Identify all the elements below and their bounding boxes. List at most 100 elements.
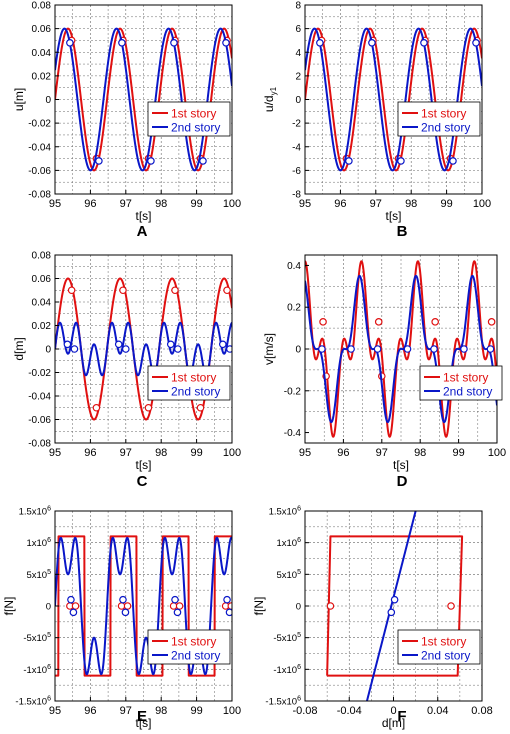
series-marker-2 bbox=[199, 157, 207, 165]
y-tick-label: -2 bbox=[292, 119, 301, 130]
y-tick-mantissa: 1x10 bbox=[276, 538, 297, 549]
y-tick-exponent: 6 bbox=[297, 664, 301, 671]
y-tick-mantissa: -1x10 bbox=[23, 665, 47, 676]
series-marker-2 bbox=[225, 608, 232, 617]
y-tick-exponent: 5 bbox=[47, 569, 51, 576]
series-marker-1 bbox=[227, 602, 232, 610]
panel-a: 95 96 97 98 99 100 -0.08 -0.06 -0.04 -0.02 0 0.02 0.… bbox=[12, 1, 241, 241]
x-tick-label: 96 bbox=[84, 198, 96, 210]
x-tick-label: 96 bbox=[84, 447, 96, 459]
legend-entry-2: 2nd story bbox=[171, 649, 220, 663]
x-tick-label: 96 bbox=[84, 705, 96, 717]
series-marker-2 bbox=[449, 157, 457, 165]
y-tick-label: -6 bbox=[292, 166, 301, 177]
y-tick-exponent: 6 bbox=[297, 537, 301, 544]
series-marker-1 bbox=[123, 602, 132, 610]
plot-area bbox=[55, 535, 232, 677]
panel-label: C bbox=[137, 473, 148, 490]
x-axis-label: d[m] bbox=[382, 716, 405, 730]
series-marker-1 bbox=[374, 318, 383, 326]
y-tick-label: 0.2 bbox=[287, 303, 301, 314]
series-marker-2 bbox=[218, 340, 227, 349]
x-tick-label: 95 bbox=[49, 705, 61, 717]
x-tick-label: 97 bbox=[376, 447, 388, 459]
y-tick-label: 5x105 bbox=[276, 569, 301, 581]
x-tick-label: 98 bbox=[155, 705, 167, 717]
x-tick-label: 0.04 bbox=[427, 705, 448, 717]
y-tick-label: 0.02 bbox=[32, 71, 52, 82]
series-marker-2 bbox=[121, 608, 130, 617]
y-tick-label: -0.06 bbox=[28, 166, 51, 177]
y-tick-exponent: 5 bbox=[297, 632, 301, 639]
y-tick-label: -1x106 bbox=[273, 664, 301, 676]
y-tick-label: 0.04 bbox=[32, 298, 52, 309]
y-tick-label: -0.02 bbox=[28, 119, 51, 130]
y-tick-label: 1.5x106 bbox=[19, 506, 52, 518]
series-marker-2 bbox=[420, 38, 428, 47]
y-tick-label: -1.5x106 bbox=[265, 696, 301, 708]
x-tick-label: 96 bbox=[334, 198, 346, 210]
legend-entry-2: 2nd story bbox=[421, 121, 470, 135]
series-marker-2 bbox=[430, 345, 438, 353]
y-tick-label: 0.02 bbox=[32, 321, 52, 332]
y-axis-label-main: u[m] bbox=[12, 88, 26, 111]
legend-box bbox=[397, 629, 481, 665]
y-axis-label-main: d[m] bbox=[12, 337, 26, 360]
y-tick-mantissa: -5x10 bbox=[23, 633, 47, 644]
series-marker-2 bbox=[118, 38, 126, 47]
legend-entry-2: 2nd story bbox=[443, 385, 492, 399]
y-tick-label: -8 bbox=[292, 190, 301, 201]
y-tick-label: 0.08 bbox=[32, 1, 52, 12]
y-tick-label: -4 bbox=[292, 142, 301, 153]
y-tick-label: 4 bbox=[295, 48, 301, 59]
legend-entry-2: 2nd story bbox=[171, 385, 220, 399]
legend-entry-1: 1st story bbox=[421, 107, 466, 121]
y-tick-label: 0.06 bbox=[32, 24, 52, 35]
x-tick-label: 98 bbox=[155, 447, 167, 459]
panel-label: A bbox=[137, 223, 148, 240]
series-marker-2 bbox=[114, 340, 123, 349]
y-tick-label: 0 bbox=[296, 602, 301, 613]
series-marker-2 bbox=[67, 595, 75, 604]
grid bbox=[305, 5, 482, 194]
x-tick-label: 98 bbox=[414, 447, 426, 459]
legend-box bbox=[397, 101, 481, 137]
y-axis-label-sub: y1 bbox=[269, 86, 278, 95]
y-tick-label: 1x106 bbox=[276, 537, 301, 549]
y-tick-mantissa: -1.5x10 bbox=[265, 697, 297, 708]
series-marker-2 bbox=[122, 345, 130, 353]
y-tick-label: -0.2 bbox=[284, 386, 302, 397]
x-tick-label: 95 bbox=[299, 198, 311, 210]
x-tick-label: 97 bbox=[120, 447, 132, 459]
y-tick-label: -0.04 bbox=[28, 392, 51, 403]
y-tick-mantissa: 5x10 bbox=[276, 570, 297, 581]
series-marker-1 bbox=[447, 602, 455, 610]
panel-e: 95 96 97 98 99 100-1.5x106-1x106-5x10505x1051… bbox=[2, 506, 241, 731]
series-line-1 bbox=[305, 260, 497, 438]
x-axis-label: t[s] bbox=[385, 209, 401, 223]
series-line-2 bbox=[55, 321, 232, 377]
panel-label: B bbox=[397, 223, 408, 240]
x-axis-label: t[s] bbox=[135, 458, 151, 472]
y-tick-label: 0 bbox=[45, 345, 51, 356]
series-marker-2 bbox=[170, 38, 178, 47]
x-tick-label: 100 bbox=[488, 447, 506, 459]
legend-entry-1: 1st story bbox=[171, 107, 216, 121]
y-tick-label: -0.4 bbox=[284, 428, 302, 439]
x-axis-label: t[s] bbox=[393, 458, 409, 472]
y-tick-label: -5x105 bbox=[273, 632, 301, 644]
series-marker-2 bbox=[69, 608, 78, 617]
y-tick-label: 0 bbox=[45, 95, 51, 106]
x-tick-label: 0 bbox=[390, 705, 396, 717]
x-tick-label: 99 bbox=[440, 198, 452, 210]
y-tick-label: 1.5x106 bbox=[269, 506, 302, 518]
series-marker-2 bbox=[223, 595, 231, 604]
panel-f: -0.08 -0.04 0 0.04 0.08-1.5x106-1x106-5x1050… bbox=[252, 506, 493, 731]
y-tick-label: -0.06 bbox=[28, 415, 51, 426]
series-marker-1 bbox=[67, 286, 76, 295]
x-tick-label: 100 bbox=[223, 447, 241, 459]
